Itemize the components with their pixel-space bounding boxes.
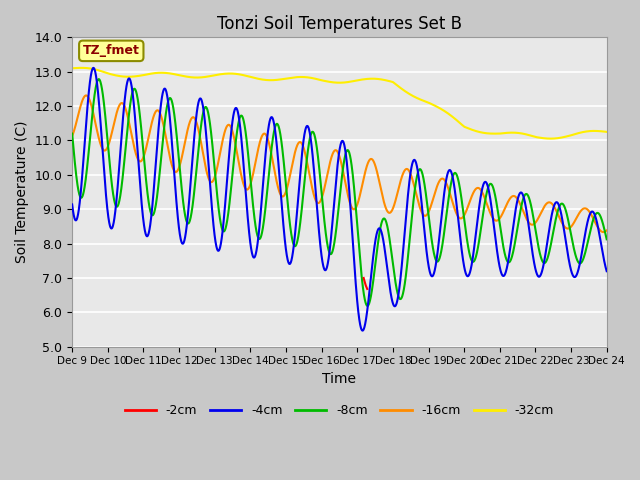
Legend: -2cm, -4cm, -8cm, -16cm, -32cm: -2cm, -4cm, -8cm, -16cm, -32cm [120, 399, 559, 422]
Text: TZ_fmet: TZ_fmet [83, 44, 140, 57]
Y-axis label: Soil Temperature (C): Soil Temperature (C) [15, 121, 29, 263]
X-axis label: Time: Time [323, 372, 356, 386]
Title: Tonzi Soil Temperatures Set B: Tonzi Soil Temperatures Set B [217, 15, 462, 33]
